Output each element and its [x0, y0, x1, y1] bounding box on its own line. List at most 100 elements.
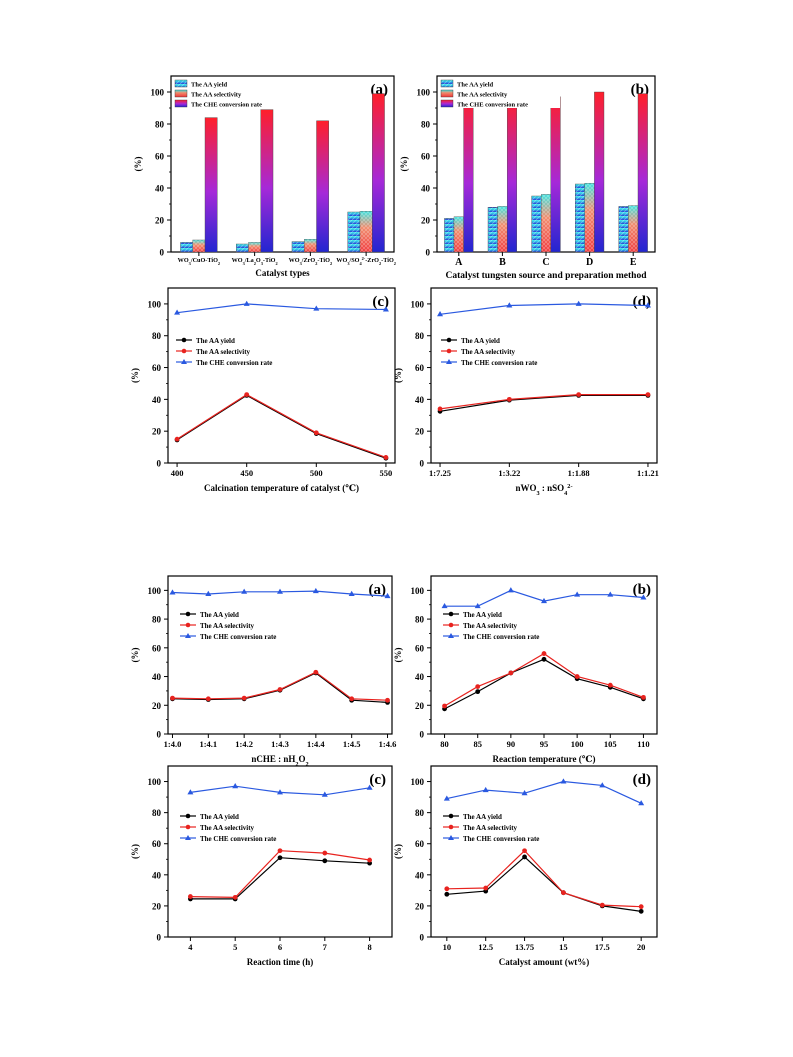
- y-axis-label: (%): [130, 368, 140, 383]
- series-line-conversion: [446, 780, 642, 804]
- x-tick-label: 90: [507, 739, 516, 749]
- series-line-selectivity: [176, 393, 387, 458]
- point-conversion: [366, 784, 373, 790]
- x-tick-label: WO3/ZrO2-TiO2: [289, 257, 333, 266]
- point-conversion: [599, 782, 606, 788]
- point-selectivity: [313, 669, 319, 675]
- y-tick-label: 0: [426, 248, 431, 258]
- y-tick-label: 80: [152, 331, 162, 341]
- bar-conversion-1: [260, 109, 274, 253]
- x-tick-label: 550: [380, 468, 393, 478]
- y-axis-label: (%): [399, 157, 409, 172]
- legend-entry: The CHE conversion rate: [196, 359, 272, 367]
- series-line-yield: [444, 658, 644, 710]
- point-conversion: [574, 591, 581, 597]
- legend-entry: The AA yield: [200, 813, 239, 821]
- x-tick-label: B: [499, 257, 506, 268]
- bar-yield-1: [487, 206, 498, 253]
- point-conversion: [541, 597, 547, 604]
- y-tick-label: 100: [148, 777, 162, 787]
- legend-marker: [448, 622, 454, 628]
- x-axis-label: Catalyst types: [255, 268, 310, 278]
- legend-marker: [185, 824, 191, 830]
- x-tick-label: E: [630, 257, 637, 268]
- point-conversion: [638, 800, 645, 806]
- x-axis-label: Calcination temperature of catalyst (℃): [204, 483, 359, 493]
- point-conversion: [507, 587, 514, 593]
- bar-yield-4: [618, 206, 629, 253]
- y-tick-label: 60: [155, 152, 165, 162]
- legend-swatch: [174, 79, 188, 88]
- legend-entry: The CHE conversion rate: [463, 633, 539, 641]
- legend-marker: [446, 348, 452, 354]
- x-tick-label: 105: [604, 739, 617, 749]
- bar-yield-3: [575, 183, 586, 253]
- point-conversion: [313, 305, 320, 311]
- point-conversion: [243, 300, 250, 306]
- bar-conversion-0: [204, 117, 218, 253]
- point-conversion: [187, 789, 194, 795]
- legend-marker: [181, 337, 187, 343]
- y-tick-label: 0: [420, 730, 425, 740]
- y-tick-label: 40: [152, 672, 162, 682]
- point-selectivity: [232, 894, 238, 900]
- series-line-yield: [190, 857, 370, 900]
- point-selectivity: [277, 848, 283, 854]
- y-tick-label: 0: [157, 459, 162, 469]
- x-tick-label: 500: [310, 468, 323, 478]
- y-tick-label: 60: [152, 839, 162, 849]
- x-tick-label: 8: [367, 942, 371, 952]
- legend-entry: The CHE conversion rate: [200, 835, 276, 843]
- bar-yield-2: [291, 241, 305, 253]
- bar-hatch: [497, 206, 508, 252]
- bar-conversion-1: [506, 96, 517, 253]
- plot-frame: [430, 765, 658, 938]
- point-conversion: [384, 592, 391, 599]
- y-tick-label: 0: [420, 933, 425, 943]
- panel-label: (c): [372, 294, 389, 310]
- point-selectivity: [574, 674, 580, 679]
- y-tick-label: 80: [421, 120, 431, 130]
- bar-hatch: [454, 216, 464, 252]
- point-conversion: [443, 795, 450, 801]
- point-selectivity: [508, 670, 514, 676]
- x-tick-label: 1:4.0: [164, 739, 182, 749]
- legend-entry: The CHE conversion rate: [463, 835, 539, 843]
- y-tick-label: 0: [160, 248, 165, 258]
- legend-marker: [448, 611, 454, 617]
- y-tick-label: 20: [421, 216, 431, 226]
- bar-hatch: [628, 205, 638, 252]
- legend-entry: The AA yield: [191, 82, 228, 89]
- y-tick-label: 100: [411, 777, 425, 787]
- legend-entry: The AA yield: [463, 813, 502, 821]
- x-tick-label: 1:1.88: [568, 468, 590, 478]
- legend-swatch: [440, 99, 454, 108]
- chart-panel-8: 0 20 40 60 80 100 (%) (d) 10 12.5 13.75 15 17.5 20 Cat…: [393, 765, 658, 967]
- y-tick-label: 0: [420, 459, 425, 469]
- legend-marker: [185, 813, 191, 819]
- panel-label: (b): [633, 582, 651, 598]
- point-conversion: [575, 300, 582, 306]
- x-tick-label: 1:7.25: [429, 468, 451, 478]
- point-conversion: [241, 588, 248, 594]
- y-tick-label: 100: [417, 88, 431, 98]
- bar-yield-2: [531, 195, 542, 253]
- series-line-selectivity: [172, 671, 388, 701]
- point-conversion: [640, 594, 647, 600]
- y-tick-label: 80: [155, 120, 165, 130]
- legend-entry: The AA selectivity: [191, 92, 242, 99]
- point-selectivity: [599, 902, 605, 908]
- legend-swatch: [174, 89, 188, 98]
- point-conversion: [607, 591, 614, 597]
- point-selectivity: [188, 894, 193, 899]
- x-tick-label: 1:4.6: [379, 739, 397, 749]
- bar-yield-1: [236, 243, 249, 253]
- bar-hatch: [304, 239, 317, 252]
- point-conversion: [312, 587, 319, 594]
- chart-panel-3: 0 20 40 60 80 100 (%) (c) 400 450 500 550 Calcinatio…: [130, 287, 396, 493]
- legend-entry: The AA yield: [461, 337, 500, 345]
- y-tick-label: 0: [157, 730, 162, 740]
- legend-marker: [181, 359, 187, 364]
